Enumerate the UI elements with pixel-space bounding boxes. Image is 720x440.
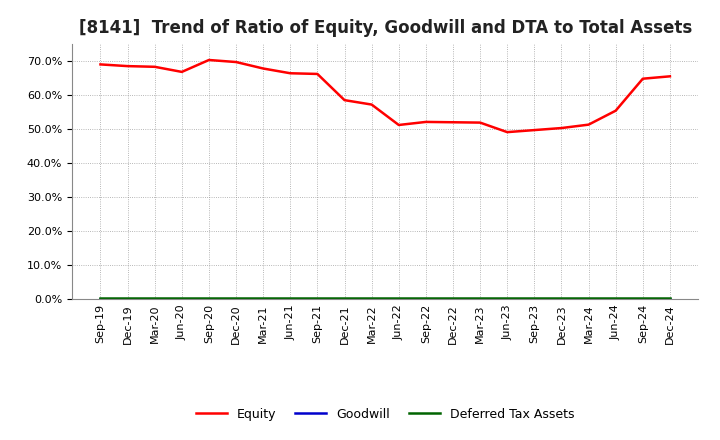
- Title: [8141]  Trend of Ratio of Equity, Goodwill and DTA to Total Assets: [8141] Trend of Ratio of Equity, Goodwil…: [78, 19, 692, 37]
- Deferred Tax Assets: [476, 296, 485, 301]
- Deferred Tax Assets: [584, 296, 593, 301]
- Goodwill: [96, 297, 105, 302]
- Deferred Tax Assets: [313, 296, 322, 301]
- Equity: [530, 128, 539, 133]
- Deferred Tax Assets: [665, 296, 674, 301]
- Deferred Tax Assets: [259, 296, 268, 301]
- Equity: [421, 119, 430, 125]
- Equity: [557, 125, 566, 131]
- Equity: [639, 76, 647, 81]
- Equity: [341, 98, 349, 103]
- Deferred Tax Assets: [611, 296, 620, 301]
- Equity: [232, 59, 240, 65]
- Equity: [96, 62, 105, 67]
- Goodwill: [123, 297, 132, 302]
- Line: Equity: Equity: [101, 60, 670, 132]
- Goodwill: [421, 297, 430, 302]
- Goodwill: [313, 297, 322, 302]
- Deferred Tax Assets: [150, 296, 159, 301]
- Goodwill: [259, 297, 268, 302]
- Equity: [123, 63, 132, 69]
- Deferred Tax Assets: [232, 296, 240, 301]
- Deferred Tax Assets: [449, 296, 457, 301]
- Deferred Tax Assets: [123, 296, 132, 301]
- Equity: [611, 108, 620, 114]
- Legend: Equity, Goodwill, Deferred Tax Assets: Equity, Goodwill, Deferred Tax Assets: [191, 403, 580, 425]
- Equity: [449, 120, 457, 125]
- Goodwill: [639, 297, 647, 302]
- Equity: [584, 122, 593, 127]
- Equity: [313, 71, 322, 77]
- Equity: [476, 120, 485, 125]
- Goodwill: [341, 297, 349, 302]
- Deferred Tax Assets: [395, 296, 403, 301]
- Deferred Tax Assets: [96, 296, 105, 301]
- Deferred Tax Assets: [503, 296, 511, 301]
- Goodwill: [476, 297, 485, 302]
- Equity: [204, 57, 213, 62]
- Equity: [503, 129, 511, 135]
- Equity: [395, 122, 403, 128]
- Goodwill: [530, 297, 539, 302]
- Goodwill: [557, 297, 566, 302]
- Goodwill: [204, 297, 213, 302]
- Goodwill: [665, 297, 674, 302]
- Goodwill: [503, 297, 511, 302]
- Goodwill: [150, 297, 159, 302]
- Goodwill: [584, 297, 593, 302]
- Deferred Tax Assets: [367, 296, 376, 301]
- Goodwill: [449, 297, 457, 302]
- Deferred Tax Assets: [421, 296, 430, 301]
- Deferred Tax Assets: [286, 296, 294, 301]
- Equity: [367, 102, 376, 107]
- Deferred Tax Assets: [557, 296, 566, 301]
- Deferred Tax Assets: [178, 296, 186, 301]
- Equity: [178, 69, 186, 74]
- Equity: [259, 66, 268, 71]
- Deferred Tax Assets: [530, 296, 539, 301]
- Deferred Tax Assets: [341, 296, 349, 301]
- Goodwill: [178, 297, 186, 302]
- Equity: [286, 71, 294, 76]
- Goodwill: [232, 297, 240, 302]
- Deferred Tax Assets: [639, 296, 647, 301]
- Goodwill: [611, 297, 620, 302]
- Deferred Tax Assets: [204, 296, 213, 301]
- Goodwill: [367, 297, 376, 302]
- Goodwill: [395, 297, 403, 302]
- Equity: [665, 73, 674, 79]
- Equity: [150, 64, 159, 70]
- Goodwill: [286, 297, 294, 302]
